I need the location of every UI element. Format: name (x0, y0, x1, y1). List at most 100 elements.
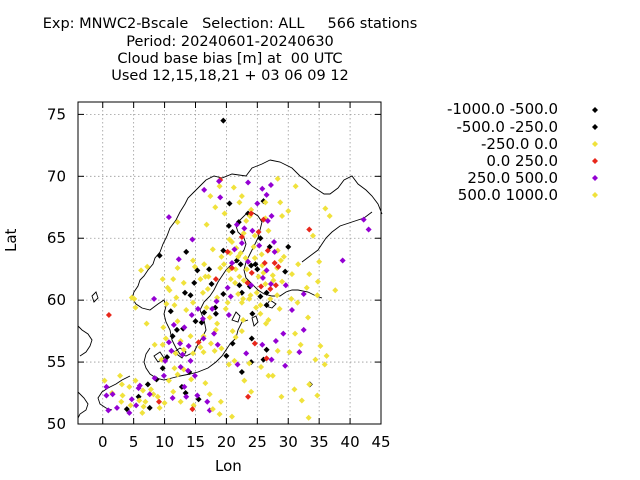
data-point-series-6 (224, 299, 231, 306)
data-point-series-3 (322, 205, 329, 212)
data-point-series-3 (238, 193, 245, 200)
data-point-series-3 (247, 292, 254, 299)
data-point-series-3 (248, 388, 255, 395)
data-point-series-5 (254, 200, 261, 207)
data-point-series-5 (268, 212, 275, 219)
data-point-series-2 (225, 222, 232, 229)
data-point-series-6 (203, 221, 210, 228)
legend-markers (592, 107, 598, 198)
y-axis-label: Lat (2, 228, 20, 252)
data-point-series-4 (306, 226, 313, 233)
data-point-series-6 (131, 295, 138, 302)
data-point-series-3 (172, 350, 179, 357)
data-point-series-3 (174, 318, 181, 325)
data-point-series-5 (224, 284, 231, 291)
data-point-series-5 (128, 396, 135, 403)
data-point-series-6 (191, 263, 198, 270)
data-point-series-3 (232, 334, 239, 341)
data-point-series-1 (206, 266, 213, 273)
data-point-series-1 (257, 293, 264, 300)
legend-label-1: -1000.0 -500.0 (446, 100, 558, 118)
legend-marker-2 (592, 124, 598, 130)
data-point-series-3 (163, 300, 170, 307)
data-point-series-3 (161, 399, 168, 406)
data-point-series-4 (275, 263, 282, 270)
legend-marker-6 (592, 192, 598, 198)
data-point-series-3 (217, 264, 224, 271)
data-point-series-5 (170, 321, 177, 328)
legend-marker-1 (592, 107, 598, 113)
data-point-series-3 (136, 397, 143, 404)
data-point-series-5 (360, 216, 367, 223)
data-point-series-6 (220, 261, 227, 268)
data-point-series-3 (253, 289, 260, 296)
data-point-series-5 (215, 178, 222, 185)
data-point-series-3 (156, 404, 163, 411)
data-point-series-5 (245, 179, 252, 186)
data-point-series-3 (197, 276, 204, 283)
data-point-series-3 (180, 346, 187, 353)
data-point-series-3 (262, 281, 269, 288)
data-point-series-5 (181, 324, 188, 331)
data-point-series-3 (174, 264, 181, 271)
data-point-series-6 (274, 175, 281, 182)
x-tick-label: 5 (129, 433, 139, 451)
x-tick-label: 30 (279, 433, 298, 451)
x-tick-label: 25 (248, 433, 267, 451)
data-point-series-3 (312, 356, 319, 363)
data-point-series-1 (201, 309, 208, 316)
data-point-series-5 (217, 194, 224, 201)
y-tick-label: 75 (47, 105, 66, 123)
data-point-series-3 (258, 364, 265, 371)
data-point-series-5 (214, 341, 221, 348)
x-axis-label: Lon (215, 457, 242, 475)
data-point-series-1 (135, 393, 142, 400)
data-point-series-5 (264, 217, 271, 224)
data-point-series-5 (288, 307, 295, 314)
x-tick-label: 40 (341, 433, 360, 451)
data-point-series-3 (269, 372, 276, 379)
data-point-series-5 (267, 181, 274, 188)
data-point-series-3 (291, 386, 298, 393)
data-point-series-1 (237, 261, 244, 268)
data-point-series-1 (229, 340, 236, 347)
title-line-1: Exp: MNWC2-Bscale Selection: ALL 566 sta… (42, 16, 418, 32)
data-point-series-1 (238, 368, 245, 375)
data-point-series-3 (139, 409, 146, 416)
data-point-series-3 (188, 376, 195, 383)
data-point-series-6 (277, 257, 284, 264)
data-point-series-4 (244, 279, 251, 286)
data-points (101, 117, 372, 421)
data-point-series-4 (258, 283, 265, 290)
data-point-series-6 (118, 381, 125, 388)
data-point-series-4 (248, 210, 255, 217)
x-tick-label: 15 (186, 433, 205, 451)
data-point-series-5 (241, 225, 248, 232)
data-point-series-4 (248, 269, 255, 276)
data-point-series-3 (151, 341, 158, 348)
data-point-series-3 (165, 377, 172, 384)
data-point-series-5 (243, 350, 250, 357)
data-point-series-3 (222, 305, 229, 312)
data-point-series-3 (174, 371, 181, 378)
data-point-series-3 (177, 398, 184, 405)
data-point-series-3 (265, 372, 272, 379)
data-point-series-1 (220, 247, 227, 254)
data-point-series-3 (232, 279, 239, 286)
data-point-series-5 (177, 340, 184, 347)
data-point-series-3 (258, 251, 265, 258)
data-point-series-6 (279, 212, 286, 219)
data-point-series-3 (323, 352, 330, 359)
data-point-series-5 (339, 257, 346, 264)
data-point-series-5 (151, 375, 158, 382)
data-point-series-5 (300, 326, 307, 333)
data-point-series-3 (305, 314, 312, 321)
data-point-series-3 (207, 340, 214, 347)
data-point-series-3 (236, 199, 243, 206)
data-point-series-4 (224, 248, 231, 255)
x-tick-label: 10 (155, 433, 174, 451)
data-point-series-5 (228, 260, 235, 266)
data-point-series-1 (282, 268, 289, 275)
data-point-series-6 (285, 207, 292, 214)
data-point-series-3 (217, 398, 224, 405)
